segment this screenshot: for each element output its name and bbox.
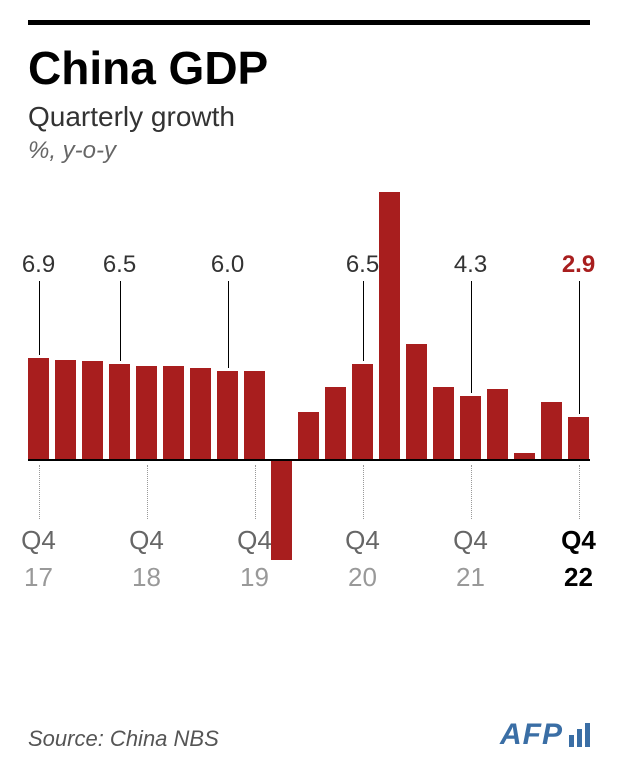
bar — [217, 371, 238, 459]
bar — [28, 358, 49, 459]
chart-subtitle: Quarterly growth — [28, 101, 590, 133]
callout-label: 6.9 — [22, 251, 55, 279]
callout-label: 6.5 — [103, 251, 136, 279]
x-guide — [147, 465, 148, 519]
x-tick-quarter: Q4 — [237, 525, 272, 556]
bar — [190, 368, 211, 459]
baseline — [28, 459, 590, 461]
x-tick-quarter: Q4 — [21, 525, 56, 556]
x-tick-label: Q422 — [561, 525, 596, 593]
x-tick-label: Q418 — [129, 525, 164, 593]
callout-label: 4.3 — [454, 251, 487, 279]
callout-line — [39, 281, 40, 355]
x-tick-year: 17 — [21, 562, 56, 593]
x-guide — [579, 465, 580, 519]
callout-line — [471, 281, 472, 393]
x-tick-label: Q421 — [453, 525, 488, 593]
source-text: Source: China NBS — [28, 726, 219, 752]
x-guide — [39, 465, 40, 519]
bar — [298, 412, 319, 459]
callout-label: 6.5 — [346, 251, 379, 279]
x-tick-quarter: Q4 — [345, 525, 380, 556]
callout-line — [120, 281, 121, 361]
x-tick-quarter: Q4 — [453, 525, 488, 556]
callout-line — [579, 281, 580, 414]
bar — [82, 361, 103, 459]
bar — [244, 371, 265, 459]
x-guide — [363, 465, 364, 519]
bar — [352, 364, 373, 459]
bar — [271, 461, 292, 560]
x-guide — [255, 465, 256, 519]
y-axis-label: %, y-o-y — [28, 137, 590, 165]
footer: Source: China NBS AFP — [28, 718, 590, 752]
x-tick-year: 19 — [237, 562, 272, 593]
bar — [109, 364, 130, 459]
bar — [514, 453, 535, 459]
x-tick-quarter: Q4 — [561, 525, 596, 556]
afp-logo: AFP — [500, 718, 590, 752]
bar — [460, 396, 481, 459]
bar — [487, 389, 508, 459]
x-tick-label: Q417 — [21, 525, 56, 593]
afp-logo-text: AFP — [500, 718, 563, 752]
x-tick-year: 22 — [561, 562, 596, 593]
x-tick-quarter: Q4 — [129, 525, 164, 556]
bar — [163, 366, 184, 459]
bar — [541, 402, 562, 459]
x-tick-year: 20 — [345, 562, 380, 593]
bar — [136, 366, 157, 459]
callout-label: 6.0 — [211, 251, 244, 279]
chart-title: China GDP — [28, 41, 590, 95]
top-rule — [28, 20, 590, 25]
callout-label: 2.9 — [562, 251, 595, 279]
x-tick-label: Q420 — [345, 525, 380, 593]
x-tick-year: 21 — [453, 562, 488, 593]
bar — [55, 360, 76, 459]
bar — [568, 417, 589, 459]
x-tick-year: 18 — [129, 562, 164, 593]
callout-line — [228, 281, 229, 368]
chart-area: 6.96.56.06.54.32.9Q417Q418Q419Q420Q421Q4… — [28, 179, 590, 589]
bar — [325, 387, 346, 459]
bar — [433, 387, 454, 459]
afp-logo-stripes — [569, 723, 590, 747]
bar — [379, 192, 400, 459]
x-tick-label: Q419 — [237, 525, 272, 593]
x-guide — [471, 465, 472, 519]
callout-line — [363, 281, 364, 361]
bar — [406, 344, 427, 459]
